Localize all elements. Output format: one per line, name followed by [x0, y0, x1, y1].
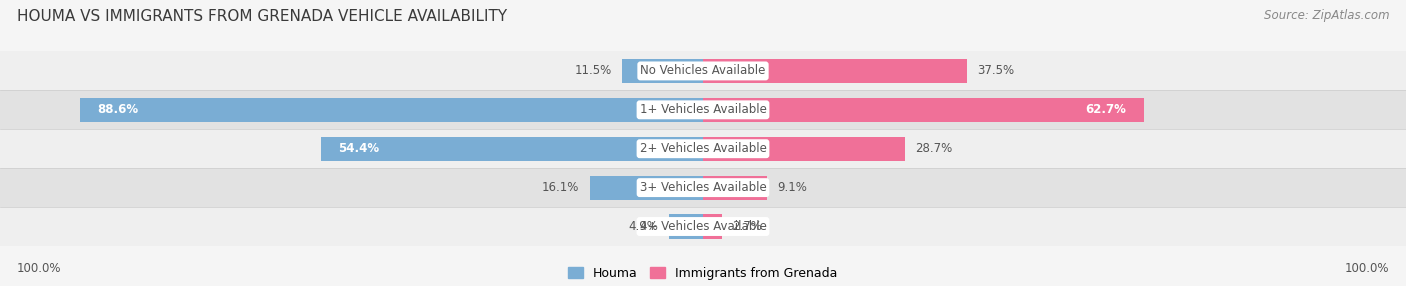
Bar: [591, 176, 703, 200]
Bar: [0, 207, 1406, 246]
Text: 100.0%: 100.0%: [17, 262, 62, 275]
Bar: [0, 168, 1406, 207]
Text: 3+ Vehicles Available: 3+ Vehicles Available: [640, 181, 766, 194]
Bar: [703, 98, 1144, 122]
Bar: [321, 137, 703, 161]
Text: 88.6%: 88.6%: [97, 103, 139, 116]
Bar: [0, 51, 1406, 90]
Bar: [703, 214, 723, 239]
Text: 4.9%: 4.9%: [628, 220, 658, 233]
Legend: Houma, Immigrants from Grenada: Houma, Immigrants from Grenada: [568, 267, 838, 280]
Text: 11.5%: 11.5%: [575, 64, 612, 78]
Text: 2+ Vehicles Available: 2+ Vehicles Available: [640, 142, 766, 155]
Bar: [703, 137, 905, 161]
Text: 9.1%: 9.1%: [778, 181, 807, 194]
Text: 1+ Vehicles Available: 1+ Vehicles Available: [640, 103, 766, 116]
Bar: [0, 129, 1406, 168]
Bar: [703, 59, 967, 83]
Bar: [80, 98, 703, 122]
Text: 37.5%: 37.5%: [977, 64, 1014, 78]
Text: HOUMA VS IMMIGRANTS FROM GRENADA VEHICLE AVAILABILITY: HOUMA VS IMMIGRANTS FROM GRENADA VEHICLE…: [17, 9, 508, 23]
Text: Source: ZipAtlas.com: Source: ZipAtlas.com: [1264, 9, 1389, 21]
Text: 2.7%: 2.7%: [733, 220, 762, 233]
Bar: [669, 214, 703, 239]
Bar: [703, 176, 768, 200]
Bar: [621, 59, 703, 83]
Text: 62.7%: 62.7%: [1085, 103, 1126, 116]
Text: 100.0%: 100.0%: [1344, 262, 1389, 275]
Text: No Vehicles Available: No Vehicles Available: [640, 64, 766, 78]
Text: 4+ Vehicles Available: 4+ Vehicles Available: [640, 220, 766, 233]
Text: 28.7%: 28.7%: [915, 142, 952, 155]
Text: 16.1%: 16.1%: [541, 181, 579, 194]
Bar: [0, 90, 1406, 129]
Text: 54.4%: 54.4%: [337, 142, 380, 155]
